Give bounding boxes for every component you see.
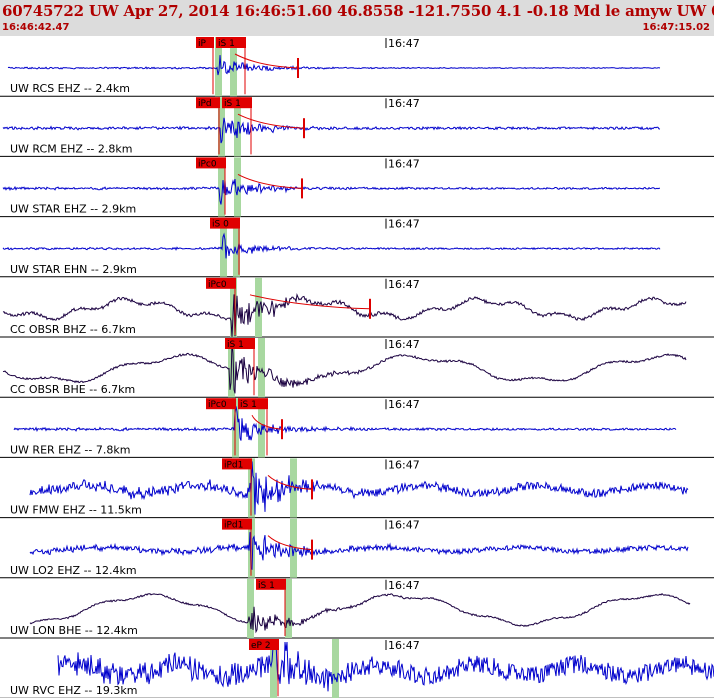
waveform-trace: [2, 117, 661, 144]
minute-label: 16:47: [388, 519, 420, 532]
analysis-window: [270, 639, 277, 698]
channel-panel[interactable]: 16:47 iPc0 CC OBSR BHZ -- 6.7km: [0, 277, 714, 338]
analysis-window: [285, 578, 292, 638]
channel-label: UW RCM EHZ -- 2.8km: [10, 142, 132, 155]
phase-pick-label: iPd1: [224, 460, 243, 470]
waveform-trace: [29, 532, 689, 570]
minute-label: 16:47: [388, 157, 420, 170]
minute-label: 16:47: [388, 37, 420, 50]
phase-pick-flag[interactable]: [222, 518, 252, 530]
waveform-trace: [2, 292, 687, 337]
channel-panel[interactable]: 16:47 iPd1 UW LO2 EHZ -- 12.4km: [0, 518, 714, 579]
window-end-time: 16:47:15.02: [642, 22, 710, 33]
minute-label: 16:47: [388, 639, 420, 652]
phase-pick-flag[interactable]: [196, 157, 226, 169]
channel-label: UW LO2 EHZ -- 12.4km: [10, 564, 137, 577]
phase-pick-flag[interactable]: [196, 97, 220, 109]
coda-fit-line: [249, 294, 371, 310]
minute-label: 16:47: [388, 579, 420, 592]
channel-panel[interactable]: 16:47 iS 1 UW LON BHE -- 12.4km: [0, 578, 714, 639]
minute-label: 16:47: [388, 398, 420, 411]
phase-pick-flag[interactable]: [256, 578, 286, 590]
phase-pick-label: iS 1: [258, 581, 275, 591]
waveform-trace: [2, 232, 661, 259]
event-title: 60745722 UW Apr 27, 2014 16:46:51.60 46.…: [2, 2, 714, 20]
channel-panel[interactable]: 16:47 iS 0 UW STAR EHN -- 2.9km: [0, 217, 714, 278]
waveform-trace: [57, 641, 714, 692]
phase-pick-flag[interactable]: [225, 338, 255, 349]
channel-panel[interactable]: 16:47 iS 1 CC OBSR BHE -- 6.7km: [0, 338, 714, 398]
phase-pick-label: iS 1: [218, 39, 235, 49]
phase-pick-label: iP: [198, 39, 207, 49]
phase-pick-label: iS 1: [227, 340, 244, 350]
phase-pick-label: iS 1: [224, 99, 241, 109]
phase-pick-label: iPc0: [208, 280, 227, 290]
phase-pick-flag[interactable]: [222, 97, 252, 109]
channel-label: CC OBSR BHZ -- 6.7km: [10, 323, 136, 336]
channel-panel[interactable]: 16:47 iP iS 1 UW RCS EHZ -- 2.4km: [0, 37, 714, 97]
event-header: 60745722 UW Apr 27, 2014 16:46:51.60 46.…: [0, 0, 714, 36]
analysis-window: [220, 217, 227, 277]
phase-pick-label: iPd1: [224, 521, 243, 531]
channel-panel[interactable]: 16:47 eP 2 UW RVC EHZ -- 19.3km: [0, 639, 714, 698]
channel-panel[interactable]: 16:47 iPc0 UW STAR EHZ -- 2.9km: [0, 157, 714, 218]
analysis-window: [233, 217, 240, 277]
waveform-trace: [29, 592, 691, 634]
channel-label: UW RVC EHZ -- 19.3km: [10, 684, 137, 697]
channel-panel[interactable]: 16:47 iPc0 iS 1 UW RER EHZ -- 7.8km: [0, 398, 714, 458]
coda-fit-line: [267, 535, 313, 551]
phase-pick-label: iS 1: [240, 400, 257, 410]
analysis-window: [218, 97, 225, 157]
waveform-trace: [7, 55, 661, 76]
waveform-trace: [2, 341, 687, 394]
analysis-window: [218, 157, 225, 217]
phase-pick-flag[interactable]: [249, 639, 279, 650]
waveform-trace: [13, 406, 677, 441]
analysis-window: [290, 518, 297, 578]
channel-label: UW FMW EHZ -- 11.5km: [10, 504, 142, 517]
waveform-trace: [2, 179, 661, 205]
phase-pick-flag[interactable]: [210, 217, 240, 229]
coda-fit-line: [267, 475, 313, 490]
minute-label: 16:47: [388, 218, 420, 231]
minute-label: 16:47: [388, 97, 420, 110]
channel-label: UW STAR EHZ -- 2.9km: [10, 203, 136, 216]
minute-label: 16:47: [388, 458, 420, 471]
channel-panel[interactable]: 16:47 iPd iS 1 UW RCM EHZ -- 2.8km: [0, 97, 714, 157]
channel-label: UW RCS EHZ -- 2.4km: [10, 82, 130, 95]
phase-pick-label: eP 2: [251, 641, 271, 651]
phase-pick-label: iS 0: [212, 220, 229, 230]
phase-pick-label: iPd: [198, 99, 212, 109]
analysis-window: [258, 338, 265, 398]
channel-label: CC OBSR BHE -- 6.7km: [10, 383, 135, 396]
phase-pick-flag[interactable]: [206, 398, 236, 410]
phase-pick-flag[interactable]: [222, 458, 252, 470]
analysis-window: [215, 37, 222, 97]
window-start-time: 16:46:42.47: [2, 22, 70, 33]
minute-label: 16:47: [388, 338, 420, 351]
analysis-window: [247, 578, 254, 638]
coda-fit-line: [234, 53, 299, 69]
phase-pick-label: iPc0: [208, 400, 227, 410]
phase-pick-label: iPc0: [198, 159, 217, 169]
channel-label: UW STAR EHN -- 2.9km: [10, 263, 137, 276]
coda-fit-line: [237, 173, 303, 189]
phase-pick-flag[interactable]: [206, 277, 236, 289]
phase-pick-flag[interactable]: [216, 37, 246, 48]
analysis-window: [332, 639, 339, 698]
seismogram-panel[interactable]: 16:47 iP iS 1 UW RCS EHZ -- 2.4km 16:47 iPd iS…: [0, 36, 714, 698]
coda-fit-line: [251, 414, 283, 430]
coda-fit-line: [237, 113, 305, 129]
channel-label: UW RER EHZ -- 7.8km: [10, 443, 130, 456]
phase-pick-flag[interactable]: [238, 398, 268, 410]
channel-label: UW LON BHE -- 12.4km: [10, 624, 138, 637]
waveform-trace: [29, 461, 689, 515]
channel-panel[interactable]: 16:47 iPd1 UW FMW EHZ -- 11.5km: [0, 458, 714, 519]
analysis-window: [290, 458, 297, 518]
phase-pick-flag[interactable]: [196, 37, 214, 48]
minute-label: 16:47: [388, 278, 420, 291]
